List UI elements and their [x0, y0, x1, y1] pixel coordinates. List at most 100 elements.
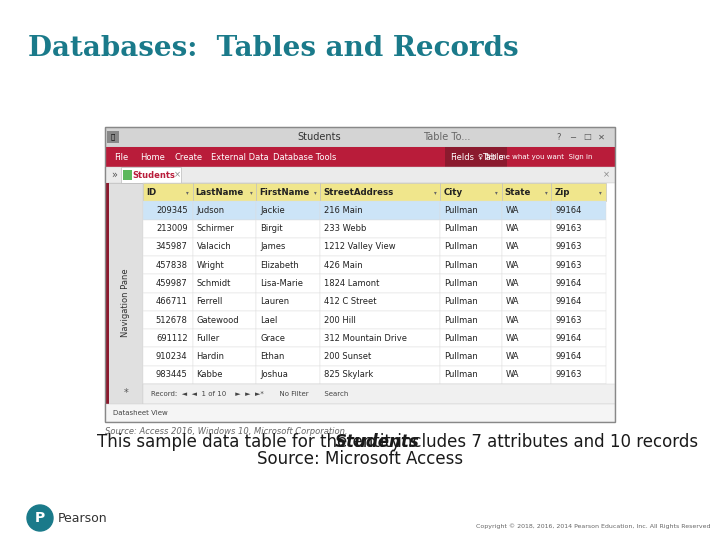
Bar [552, 256, 606, 274]
Bar [256, 384, 320, 402]
Bar [502, 366, 552, 384]
Bar [256, 183, 320, 201]
Bar [121, 167, 181, 183]
Text: ✕: ✕ [598, 132, 605, 141]
Bar [143, 293, 192, 311]
Text: Pullman: Pullman [444, 315, 478, 325]
Bar [502, 256, 552, 274]
Text: 412 C Street: 412 C Street [324, 298, 377, 306]
Bar [552, 274, 606, 293]
Text: □: □ [583, 132, 591, 141]
Text: 200 Hill: 200 Hill [324, 315, 356, 325]
Text: 1212 Valley View: 1212 Valley View [324, 242, 395, 252]
Text: 99163: 99163 [555, 242, 582, 252]
Text: 345987: 345987 [156, 242, 187, 252]
Bar [552, 183, 606, 201]
Text: Ferrell: Ferrell [197, 298, 223, 306]
Bar [320, 201, 441, 220]
Bar [143, 220, 192, 238]
Bar [502, 293, 552, 311]
Text: ?: ? [557, 132, 562, 141]
Text: Home: Home [140, 152, 166, 161]
Text: Zip: Zip [554, 187, 570, 197]
Bar [192, 347, 256, 366]
Text: ▾: ▾ [250, 190, 253, 194]
Bar [441, 329, 502, 347]
Text: »: » [111, 170, 117, 180]
Bar [192, 366, 256, 384]
Bar [192, 384, 256, 402]
Bar [256, 347, 320, 366]
Text: Navigation Pane: Navigation Pane [122, 268, 130, 337]
Text: Students: Students [132, 171, 176, 179]
Text: P: P [35, 511, 45, 525]
Text: Pullman: Pullman [444, 261, 478, 269]
Text: Lisa-Marie: Lisa-Marie [261, 279, 303, 288]
Bar [320, 274, 441, 293]
Text: Pullman: Pullman [444, 206, 478, 215]
Text: WA: WA [505, 370, 519, 380]
Text: Joshua: Joshua [261, 370, 288, 380]
Text: 910234: 910234 [156, 352, 187, 361]
Text: Record:  ◄  ◄  1 of 10    ►  ►  ►*       No Filter       Search: Record: ◄ ◄ 1 of 10 ► ► ►* No Filter Sea… [151, 391, 348, 397]
Text: Pullman: Pullman [444, 334, 478, 343]
Text: 209345: 209345 [156, 206, 187, 215]
Text: WA: WA [505, 224, 519, 233]
Text: Pearson: Pearson [58, 511, 107, 524]
Text: Jackie: Jackie [261, 206, 285, 215]
Text: This sample data table for the entity: This sample data table for the entity [97, 433, 406, 451]
Bar [105, 167, 615, 183]
Text: 1824 Lamont: 1824 Lamont [324, 279, 379, 288]
Text: Pullman: Pullman [444, 279, 478, 288]
Bar [441, 347, 502, 366]
Text: 512678: 512678 [156, 315, 187, 325]
Bar [320, 183, 441, 201]
Bar [143, 183, 615, 422]
Bar [192, 293, 256, 311]
Bar [552, 347, 606, 366]
Bar [441, 366, 502, 384]
Bar [320, 256, 441, 274]
Bar [192, 238, 256, 256]
Bar [256, 201, 320, 220]
Text: StreetAddress: StreetAddress [323, 187, 393, 197]
Text: ♀ Tell me what you want  Sign in: ♀ Tell me what you want Sign in [478, 154, 593, 160]
Bar [441, 238, 502, 256]
Text: Pullman: Pullman [444, 352, 478, 361]
Bar [143, 384, 615, 404]
Text: Kabbe: Kabbe [197, 370, 223, 380]
Bar [552, 220, 606, 238]
Text: WA: WA [505, 242, 519, 252]
Bar [441, 201, 502, 220]
Bar [445, 147, 479, 167]
Bar [105, 404, 615, 422]
Text: 312 Mountain Drive: 312 Mountain Drive [324, 334, 407, 343]
Text: 457838: 457838 [156, 261, 187, 269]
Bar [256, 220, 320, 238]
Text: Copyright © 2018, 2016, 2014 Pearson Education, Inc. All Rights Reserved: Copyright © 2018, 2016, 2014 Pearson Edu… [475, 523, 710, 529]
Text: Ethan: Ethan [261, 352, 284, 361]
Text: 99163: 99163 [555, 261, 582, 269]
Bar [192, 183, 256, 201]
Bar [192, 329, 256, 347]
Text: ▾: ▾ [545, 190, 548, 194]
Text: 216 Main: 216 Main [324, 206, 363, 215]
Text: File: File [114, 152, 128, 161]
Bar [552, 293, 606, 311]
Bar [320, 347, 441, 366]
Bar [256, 329, 320, 347]
Text: Source: Microsoft Access: Source: Microsoft Access [257, 450, 463, 468]
Bar [552, 311, 606, 329]
Text: Elizabeth: Elizabeth [261, 261, 299, 269]
Circle shape [27, 505, 53, 531]
Bar [143, 201, 192, 220]
Text: Judson: Judson [197, 206, 225, 215]
Text: Lauren: Lauren [261, 298, 289, 306]
Bar [192, 201, 256, 220]
Text: 213009: 213009 [156, 224, 187, 233]
Bar [502, 329, 552, 347]
Bar [320, 366, 441, 384]
Bar [256, 238, 320, 256]
Text: Datasheet View: Datasheet View [113, 410, 168, 416]
Text: 825 Skylark: 825 Skylark [324, 370, 373, 380]
